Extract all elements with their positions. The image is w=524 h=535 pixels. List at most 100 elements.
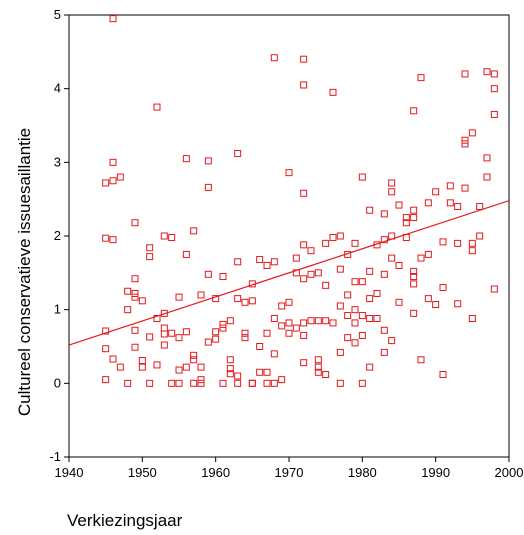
data-point [234,372,242,380]
data-point [322,239,330,247]
data-point [146,253,154,261]
data-point [388,337,396,345]
data-point [248,297,256,305]
data-point [131,289,139,297]
data-point [358,379,366,387]
data-point [270,258,278,266]
data-point [388,179,396,187]
data-point [439,284,447,292]
data-point [395,261,403,269]
data-point [300,81,308,89]
data-point [256,343,264,350]
data-point [138,363,146,371]
data-point [131,326,139,334]
data-point [366,295,374,303]
data-point [263,329,271,337]
data-point [234,379,242,387]
data-point [102,179,110,187]
data-point [351,339,359,347]
data-point [182,250,190,258]
data-point [212,335,220,343]
regression-line [68,200,510,346]
x-tick-label: 2000 [495,465,524,480]
data-point [146,333,154,341]
data-point [300,359,308,367]
data-point [322,281,330,289]
data-point [454,239,462,247]
data-point [366,363,374,371]
data-point [168,379,176,387]
data-point [336,348,344,356]
data-point [256,256,264,264]
data-point [197,291,205,299]
data-point [490,110,498,118]
data-point [197,363,205,371]
data-point [175,293,183,301]
data-point [424,250,432,258]
data-point [344,291,352,299]
data-point [197,376,205,384]
data-point [234,295,242,303]
data-point [483,154,491,162]
data-point [160,324,168,332]
data-point [344,334,352,342]
y-axis: -1 0 1 2 3 4 5 [49,7,69,464]
data-point [366,267,374,275]
y-tick-label: 0 [54,375,61,390]
data-point [432,188,440,196]
data-point [300,189,308,197]
data-point [116,363,124,371]
data-point [388,188,396,196]
x-tick-label: 1980 [348,465,377,480]
data-point [410,267,418,275]
data-point [109,177,117,185]
data-point [314,368,322,376]
data-point [278,376,286,384]
y-tick-label: 3 [54,154,61,169]
data-point [212,295,220,303]
data-point [329,319,337,327]
data-point [314,363,322,371]
data-point [329,88,337,96]
data-point [490,285,498,293]
data-point [402,219,410,227]
data-point [256,368,264,376]
data-point [124,287,132,295]
fit-line-group [68,200,510,346]
x-tick-label: 1970 [275,465,304,480]
data-point [358,173,366,181]
x-tick-label: 1940 [55,465,84,480]
data-point [307,247,315,255]
y-axis-title: Cultureel conservatieve issuesaillantie [15,128,34,416]
x-tick-label: 1990 [421,465,450,480]
y-tick-label: 5 [54,7,61,22]
data-point [307,317,315,325]
data-point [344,312,352,320]
data-point [131,275,139,283]
data-point [417,254,425,262]
data-point [241,298,249,306]
data-point [204,338,212,346]
data-point [102,234,110,242]
data-point [380,236,388,244]
data-point [197,379,205,387]
data-point [300,241,308,249]
data-point [234,149,242,157]
data-point [219,273,227,281]
data-point [102,376,110,384]
data-point [153,315,161,323]
data-point [241,329,249,337]
data-point [102,345,110,353]
x-axis-title: Verkiezingsjaar [67,511,183,530]
data-point [468,239,476,247]
data-point [190,379,198,387]
data-point [263,368,271,376]
data-point [138,297,146,305]
data-point [292,324,300,332]
data-point [241,334,249,342]
data-point [285,298,293,306]
data-point [146,244,154,252]
data-point [190,356,198,364]
data-point [395,201,403,209]
data-point [446,182,454,190]
